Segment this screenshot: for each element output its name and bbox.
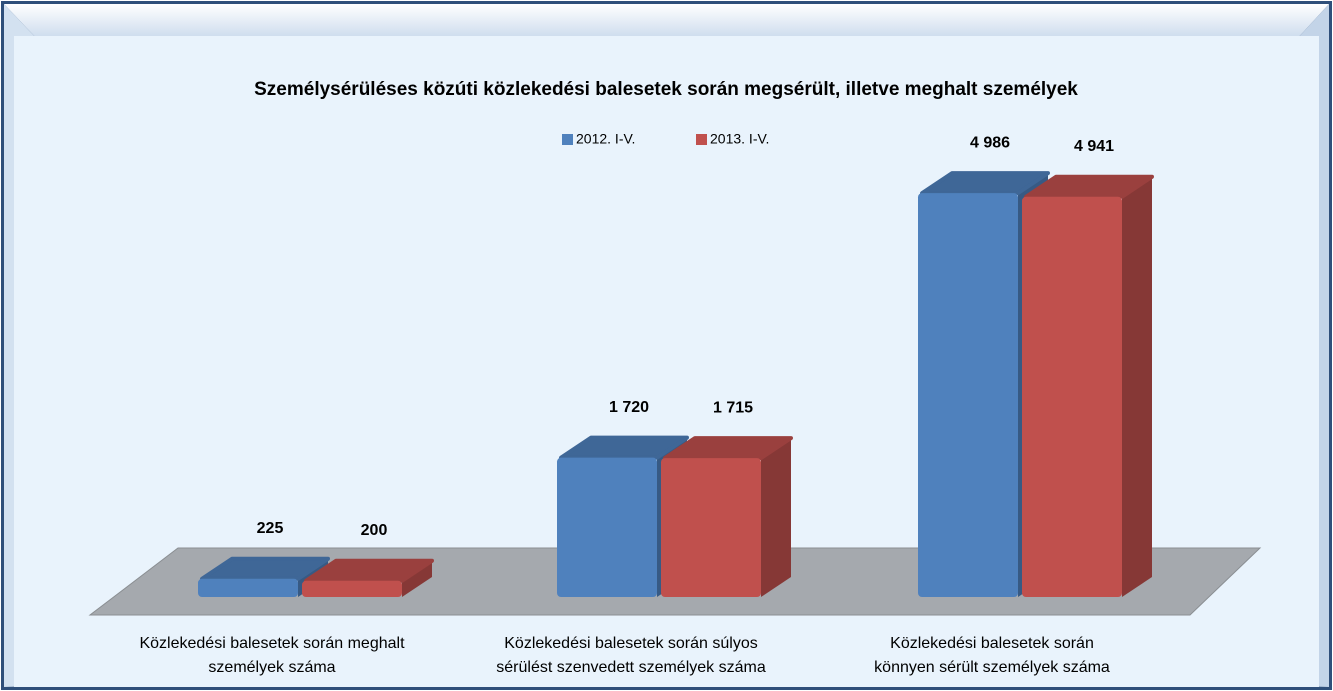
legend-swatch (696, 134, 707, 145)
x-tick-label: Közlekedési balesetek során könnyen sérü… (874, 635, 1110, 676)
legend-swatch (562, 134, 573, 145)
bevel-top (4, 4, 1329, 40)
bar-side (761, 438, 791, 597)
chart-title: Személysérüléses közúti közlekedési bale… (254, 79, 1078, 100)
legend-item: 2013. I-V. (696, 131, 769, 147)
bar (1022, 174, 1154, 598)
data-label: 4 941 (1074, 138, 1114, 155)
data-label: 1 715 (713, 399, 753, 416)
bar-front (918, 193, 1018, 597)
bar (661, 436, 793, 597)
bar-front (302, 580, 402, 597)
x-tick-label: Közlekedési balesetek során súlyos sérül… (496, 635, 766, 676)
data-label: 1 720 (609, 399, 649, 416)
bar-front (198, 578, 298, 597)
bar-front (557, 457, 657, 597)
bar-front (661, 458, 761, 597)
data-label: 4 986 (970, 134, 1010, 151)
bar-front (1022, 196, 1122, 598)
data-label: 200 (361, 522, 388, 539)
legend-label: 2012. I-V. (576, 131, 635, 147)
bar-side (1122, 176, 1152, 598)
bar-side (402, 560, 432, 597)
data-label: 225 (257, 520, 284, 537)
bar (302, 558, 434, 597)
legend-item: 2012. I-V. (562, 131, 635, 147)
x-tick-label: Közlekedési balesetek során meghalt szem… (139, 635, 405, 676)
legend-label: 2013. I-V. (710, 131, 769, 147)
